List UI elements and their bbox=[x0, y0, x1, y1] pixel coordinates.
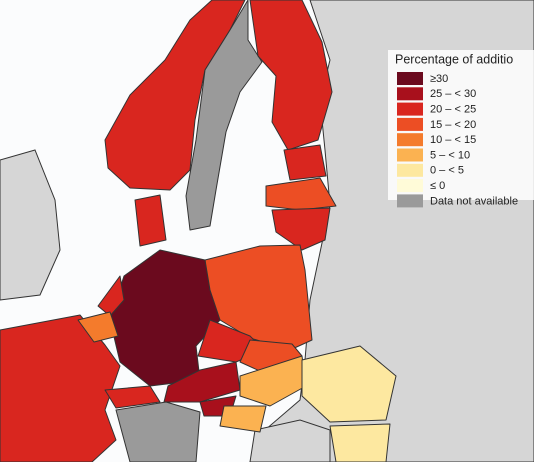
legend-title: Percentage of additio bbox=[395, 52, 513, 66]
legend-swatch bbox=[397, 72, 423, 85]
bulgaria bbox=[329, 423, 391, 462]
legend-label: 5 – < 10 bbox=[430, 149, 470, 161]
legend-swatch bbox=[397, 148, 423, 162]
finland bbox=[249, 0, 333, 151]
legend-label: 15 – < 20 bbox=[430, 119, 476, 131]
legend-label: ≥30 bbox=[430, 73, 448, 85]
romania bbox=[301, 345, 397, 423]
germany bbox=[109, 249, 221, 387]
legend-label: 10 – < 15 bbox=[430, 134, 476, 146]
legend-label: Data not available bbox=[430, 195, 518, 207]
sweden bbox=[185, 0, 263, 231]
legend-swatch bbox=[397, 163, 423, 177]
switzerland bbox=[104, 385, 161, 409]
croatia bbox=[219, 405, 267, 433]
legend-swatch bbox=[397, 87, 423, 101]
legend-swatch bbox=[397, 133, 423, 147]
balkan-land bbox=[249, 419, 331, 462]
legend-swatch bbox=[397, 194, 423, 208]
legend-label: ≤ 0 bbox=[430, 180, 445, 192]
hungary bbox=[239, 355, 307, 407]
italy bbox=[115, 401, 201, 462]
estonia bbox=[283, 144, 327, 181]
lithuania bbox=[271, 207, 331, 251]
uk-land bbox=[0, 149, 61, 301]
legend-label: 25 – < 30 bbox=[430, 88, 476, 100]
legend-label: 20 – < 25 bbox=[430, 104, 476, 116]
legend-label: 0 – < 5 bbox=[430, 165, 464, 177]
legend-swatch bbox=[397, 102, 423, 116]
legend-swatch bbox=[397, 179, 423, 193]
denmark bbox=[134, 194, 167, 247]
belgium bbox=[77, 311, 119, 343]
legend-swatch bbox=[397, 117, 423, 131]
